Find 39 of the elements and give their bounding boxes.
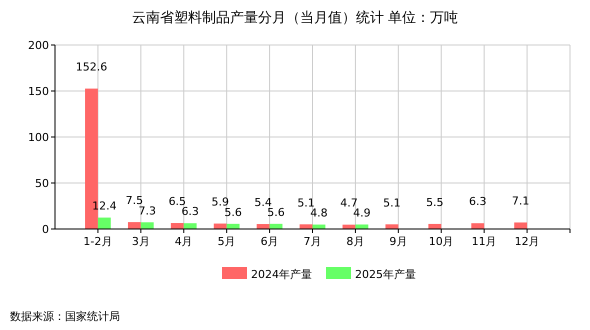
data-label: 5.1	[383, 196, 401, 210]
data-label: 4.8	[310, 206, 328, 220]
bar	[128, 222, 141, 229]
bar	[514, 222, 528, 229]
bar	[170, 223, 184, 229]
source-note: 数据来源：国家统计局	[10, 310, 120, 323]
data-label: 152.6	[76, 60, 108, 74]
bar	[355, 224, 368, 229]
bar	[256, 224, 270, 229]
data-label: 5.1	[297, 196, 315, 210]
bar	[312, 224, 326, 229]
x-tick-label: 11月	[472, 235, 497, 248]
x-tick-label: 8月	[346, 235, 364, 248]
y-tick-label: 50	[35, 177, 49, 190]
data-label: 6.3	[468, 195, 486, 208]
bar	[98, 218, 111, 229]
bar	[428, 224, 442, 229]
x-tick-label: 12月	[514, 235, 540, 248]
legend-label: 2024年产量	[251, 268, 312, 281]
x-tick-label: 6月	[260, 235, 279, 248]
legend-label: 2025年产量	[355, 268, 416, 281]
data-label: 5.5	[426, 196, 444, 209]
x-tick-label: 9月	[389, 235, 408, 248]
data-label: 7.1	[512, 194, 530, 208]
x-tick-label: 5月	[218, 235, 236, 248]
x-tick-label: 10月	[428, 235, 454, 248]
bar	[184, 223, 197, 229]
chart-title: 云南省塑料制品产量分月（当月值）统计 单位：万吨	[132, 10, 458, 26]
x-tick-label: 3月	[132, 235, 150, 248]
x-tick-label: 7月	[304, 235, 322, 248]
y-tick-label: 200	[28, 39, 49, 52]
y-tick-label: 150	[28, 85, 49, 98]
y-tick-label: 0	[42, 223, 49, 236]
x-tick-label: 1-2月	[83, 235, 112, 248]
x-tick-label: 4月	[174, 235, 193, 248]
data-label: 6.3	[181, 205, 199, 218]
y-tick-label: 100	[28, 131, 49, 144]
bar	[342, 224, 356, 229]
bar	[471, 223, 484, 229]
